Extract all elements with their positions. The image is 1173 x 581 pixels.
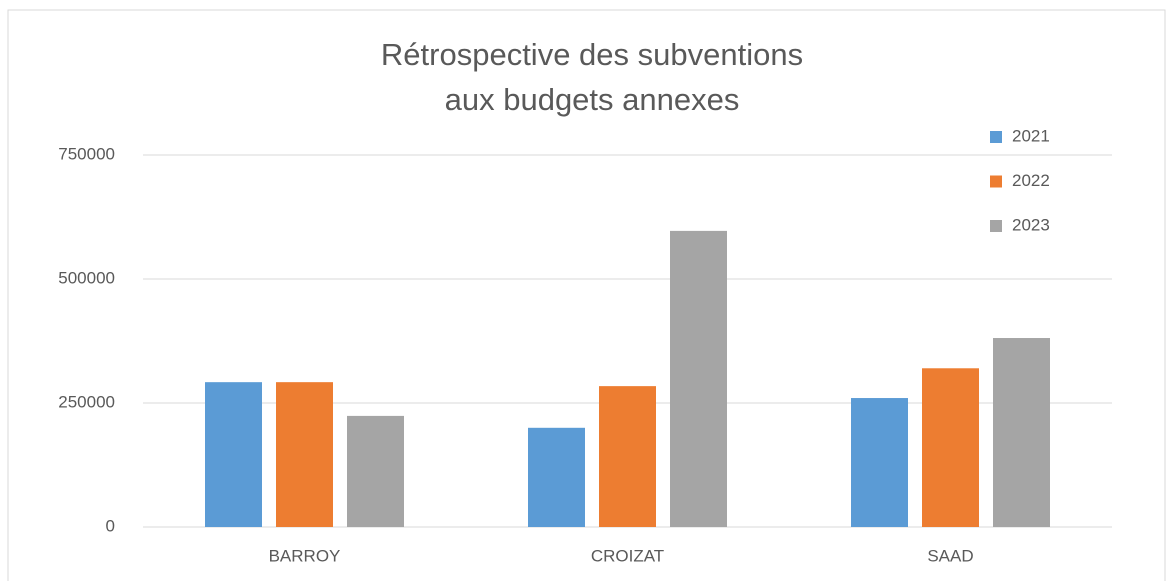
x-tick-label: BARROY <box>269 546 341 565</box>
legend-swatch <box>990 175 1002 188</box>
y-tick-label: 250000 <box>58 392 115 411</box>
bar <box>993 338 1050 527</box>
bar <box>347 415 404 527</box>
bar <box>528 427 585 527</box>
y-tick-label: 0 <box>106 516 115 535</box>
y-tick-label: 500000 <box>58 268 115 287</box>
x-tick-label: CROIZAT <box>591 546 664 565</box>
bar <box>599 386 656 527</box>
legend-label: 2023 <box>1012 215 1050 234</box>
bar <box>922 368 979 527</box>
bar <box>670 230 727 527</box>
bar <box>276 382 333 527</box>
legend-swatch <box>990 131 1002 143</box>
x-tick-label: SAAD <box>927 546 973 565</box>
y-tick-label: 750000 <box>58 144 115 163</box>
chart-title: aux budgets annexes <box>445 82 740 117</box>
legend-label: 2022 <box>1012 171 1050 190</box>
bar <box>205 382 262 527</box>
legend-label: 2021 <box>1012 126 1050 145</box>
chart-title: Rétrospective des subventions <box>381 37 803 72</box>
bar <box>851 398 908 527</box>
legend-swatch <box>990 220 1002 232</box>
